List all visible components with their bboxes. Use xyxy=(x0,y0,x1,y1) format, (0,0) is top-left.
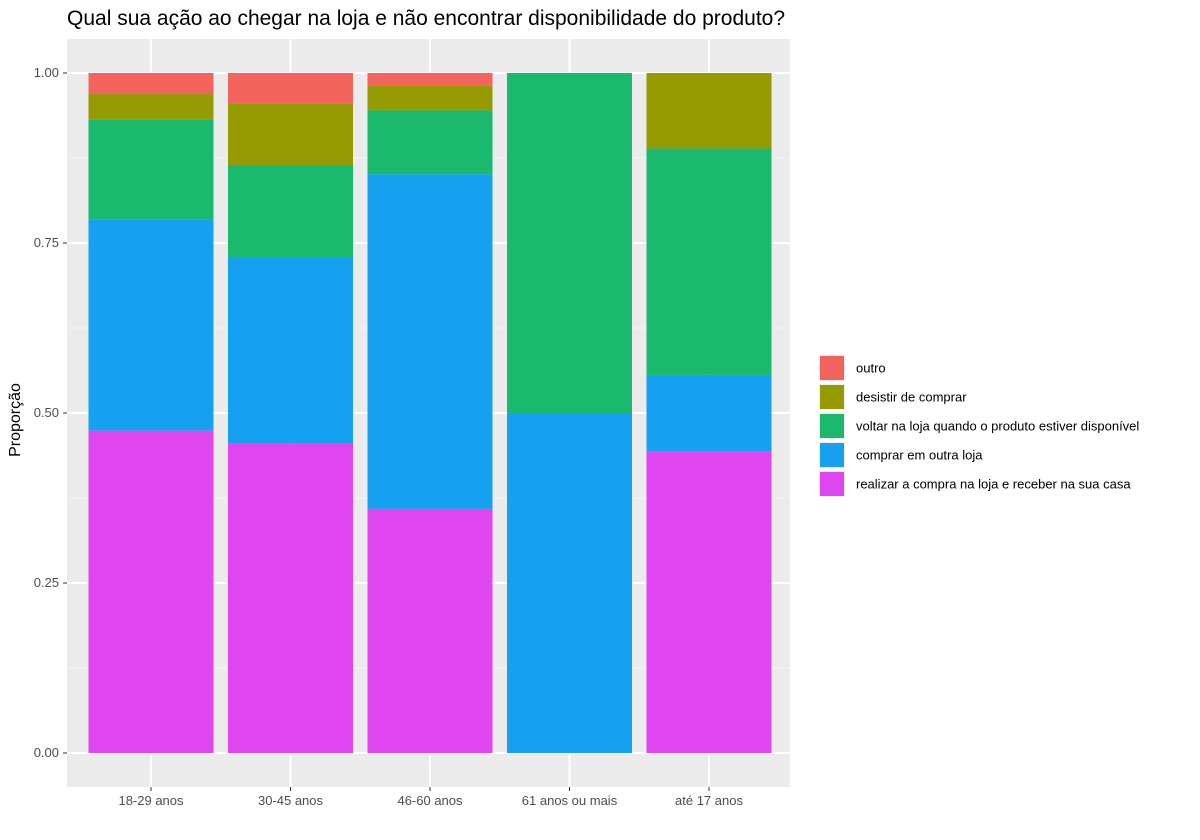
x-tick-label: até 17 anos xyxy=(675,793,743,808)
bar-segment xyxy=(228,73,353,104)
bar-segment xyxy=(88,73,214,95)
bar-segment xyxy=(88,94,214,120)
legend-swatch xyxy=(820,356,844,380)
legend-label: desistir de comprar xyxy=(856,390,967,405)
bar-segment xyxy=(228,165,353,258)
bar-segment xyxy=(88,219,214,431)
bar-segment xyxy=(646,374,772,452)
y-tick-label: 0.75 xyxy=(34,235,59,250)
bar-segment xyxy=(88,430,214,753)
legend: outro desistir de comprar voltar na loja q… xyxy=(819,355,1139,497)
y-tick-label: 1.00 xyxy=(34,65,59,80)
bar-segment xyxy=(367,73,493,86)
bar-segment xyxy=(367,174,493,509)
bar-segment xyxy=(646,73,772,149)
y-tick-label: 0.50 xyxy=(34,405,59,420)
x-tick-label: 30-45 anos xyxy=(258,793,324,808)
bar-segment xyxy=(507,413,632,753)
legend-swatch xyxy=(820,414,844,438)
bars xyxy=(88,73,772,753)
legend-label: voltar na loja quando o produto estiver … xyxy=(856,419,1139,434)
x-tick-label: 18-29 anos xyxy=(118,793,184,808)
x-tick-label: 46-60 anos xyxy=(397,793,463,808)
bar-segment xyxy=(367,508,493,753)
x-axis: 18-29 anos 30-45 anos 46-60 anos 61 anos ou… xyxy=(118,787,743,808)
y-tick-label: 0.25 xyxy=(34,575,59,590)
bar-segment xyxy=(646,451,772,753)
bar-segment xyxy=(646,148,772,375)
y-axis: 0.00 0.25 0.50 0.75 1.00 xyxy=(34,65,67,760)
bar-segment xyxy=(228,257,353,444)
bar-segment xyxy=(228,443,353,753)
legend-swatch xyxy=(820,472,844,496)
y-axis-title: Proporção xyxy=(7,383,24,457)
bar-segment xyxy=(88,119,214,220)
chart-title: Qual sua ação ao chegar na loja e não en… xyxy=(67,7,785,30)
y-tick-label: 0.00 xyxy=(34,745,59,760)
bar-segment xyxy=(367,110,493,175)
bar-segment xyxy=(228,103,353,166)
legend-label: comprar em outra loja xyxy=(856,448,983,463)
legend-swatch xyxy=(820,385,844,409)
bar-segment xyxy=(367,85,493,111)
bar-segment xyxy=(507,73,632,413)
legend-label: realizar a compra na loja e receber na s… xyxy=(856,477,1131,492)
x-tick-label: 61 anos ou mais xyxy=(522,793,618,808)
legend-swatch xyxy=(820,443,844,467)
legend-label: outro xyxy=(856,361,886,376)
